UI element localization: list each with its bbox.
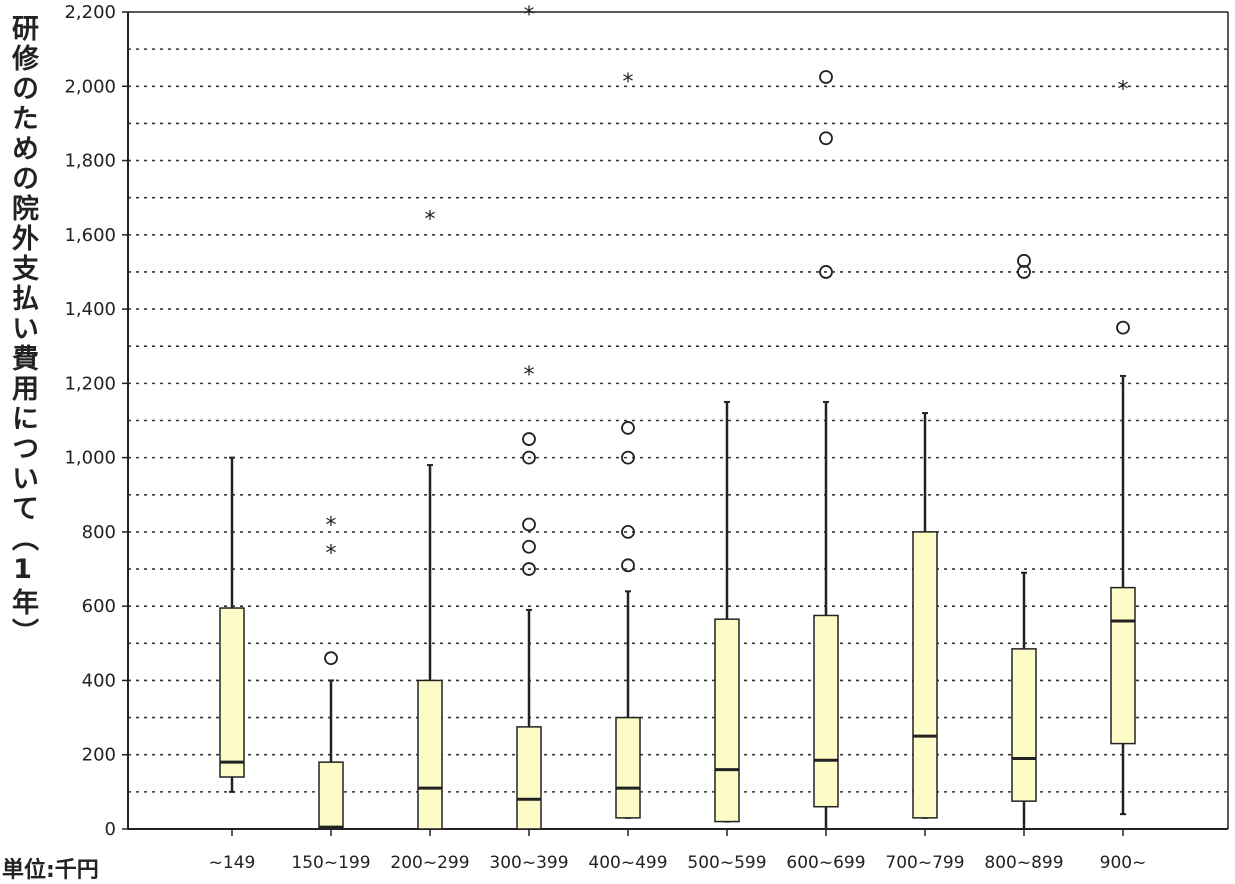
box-group: * [615, 70, 641, 819]
y-tick-label: 400 [82, 670, 116, 691]
extreme-marker: * [326, 514, 337, 539]
extreme-marker: * [623, 70, 634, 95]
extreme-marker: * [1118, 77, 1129, 102]
box [714, 618, 740, 823]
outlier-marker [621, 558, 635, 573]
x-tick-label: 300~399 [489, 853, 568, 873]
box-group: * [1110, 77, 1136, 816]
y-tick-label: 2,000 [64, 76, 116, 97]
outlier-marker [324, 651, 338, 666]
x-tick-label: 700~799 [885, 853, 964, 873]
x-tick-label: 150~199 [291, 853, 370, 873]
box-group [1011, 253, 1037, 830]
outlier-marker [621, 525, 635, 539]
box [615, 716, 641, 819]
outlier-marker [1116, 320, 1130, 335]
outlier-marker [819, 131, 833, 146]
y-tick-label: 200 [82, 745, 116, 766]
x-tick-label: 600~699 [786, 853, 865, 873]
y-tick-label: 1,200 [64, 373, 116, 394]
x-tick-label: 400~499 [588, 853, 667, 873]
outlier-marker [819, 70, 833, 84]
x-axis-ticks: ~149 150~199 200~299 300~399 400~499 500~599 6… [209, 829, 1147, 873]
box [516, 726, 542, 830]
box-group: ** [318, 514, 344, 830]
outlier-marker [522, 562, 536, 576]
y-tick-label: 1,400 [64, 299, 116, 320]
y-tick-label: 1,600 [64, 225, 116, 246]
x-tick-label: 800~899 [984, 853, 1063, 873]
box [1110, 586, 1136, 745]
outlier-marker [522, 517, 536, 532]
outlier-marker [819, 265, 833, 279]
x-tick-label: ~149 [209, 853, 256, 873]
outlier-marker [522, 539, 536, 554]
y-axis-ticks: 0 200 400 600 800 1,000 1,200 1,400 1,600 1,800 2,… [64, 2, 128, 840]
y-axis-label: 研修のための院外支払い費用について（1年） [7, 14, 38, 648]
extreme-marker: * [524, 3, 535, 28]
box-group: * [417, 207, 443, 830]
outlier-marker [621, 421, 635, 435]
x-tick-label: 500~599 [687, 853, 766, 873]
y-tick-label: 800 [82, 522, 116, 543]
x-tick-label: 200~299 [390, 853, 469, 873]
box-group [813, 70, 839, 830]
outlier-marker [1017, 253, 1031, 268]
box-group [912, 412, 938, 819]
y-tick-label: 0 [105, 819, 116, 840]
box-group [219, 456, 245, 793]
box-group: ** [516, 3, 542, 830]
y-tick-label: 600 [82, 596, 116, 617]
box [318, 761, 344, 828]
outlier-marker [621, 450, 635, 465]
grid-lines [128, 48, 1228, 793]
box-group [714, 400, 740, 823]
box [219, 607, 245, 778]
box [912, 531, 938, 819]
extreme-marker: * [425, 207, 436, 232]
box [1011, 648, 1037, 802]
outlier-marker [522, 432, 536, 446]
extreme-marker: * [326, 541, 337, 566]
unit-note: 単位:千円 [2, 858, 99, 883]
box [417, 679, 443, 830]
outlier-marker [522, 450, 536, 465]
y-tick-label: 1,800 [64, 151, 116, 172]
y-tick-label: 2,200 [64, 2, 116, 23]
axes [127, 11, 1229, 830]
extreme-marker: * [524, 363, 535, 388]
box [813, 614, 839, 808]
boxes: ****** * [219, 3, 1136, 830]
x-tick-label: 900~ [1100, 853, 1147, 873]
y-tick-label: 1,000 [64, 448, 116, 469]
